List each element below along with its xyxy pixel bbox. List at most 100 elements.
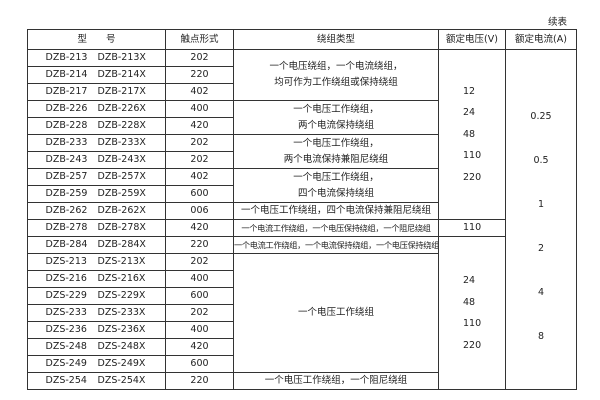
contact-cell: 202 <box>165 304 234 322</box>
header-contact: 触点形式 <box>165 29 234 50</box>
winding-type-cell: 一个电压绕组，一个电流绕组， 均可作为工作绕组或保持绕组 <box>233 49 439 101</box>
model-cell: DZB-213 DZB-213X <box>27 49 166 67</box>
model-name-x: DZS-213X <box>97 256 146 267</box>
model-cell: DZB-278 DZB-278X <box>27 219 166 237</box>
voltage-value: 12 <box>463 85 476 97</box>
model-name-x: DZB-284X <box>97 239 146 250</box>
winding-type-cell: 一个电流工作绕组，一个电流保持绕组，一个电压保持绕组 <box>233 236 439 254</box>
model-cell: DZS-213 DZS-213X <box>27 253 166 271</box>
model-name-x: DZB-278X <box>97 222 146 233</box>
winding-type-line: 一个电压工作绕组 <box>297 307 374 318</box>
winding-type-line: 一个电压工作绕组， <box>293 103 379 115</box>
winding-type-line: 一个电流工作绕组，一个电流保持绕组，一个电压保持绕组 <box>234 240 439 250</box>
model-cell: DZS-249 DZS-249X <box>27 355 166 373</box>
model-name: DZB-217 <box>45 86 88 97</box>
voltage-value: 48 <box>463 296 476 308</box>
model-name-x: DZS-249X <box>97 358 146 369</box>
current-value: 2 <box>537 243 545 254</box>
header-model: 型 号 <box>27 29 166 50</box>
winding-type-line: 均可作为工作绕组或保持绕组 <box>274 77 398 88</box>
table-row: DZS-216 DZS-216X 400 <box>27 270 577 288</box>
winding-type-line: 一个电压工作绕组， <box>293 137 379 149</box>
current-cell: 0.25 0.5 1 2 4 8 <box>505 49 577 390</box>
contact-cell: 006 <box>165 202 234 220</box>
contact-cell: 400 <box>165 100 234 118</box>
winding-type-line: 一个电流工作绕组，一个电压保持绕组，一个阻尼绕组 <box>241 223 431 233</box>
contact-cell: 202 <box>165 134 234 152</box>
model-cell: DZS-233 DZS-233X <box>27 304 166 322</box>
voltage-value: 220 <box>463 339 482 351</box>
model-name: DZB-233 <box>45 137 88 148</box>
model-name: DZB-228 <box>45 120 88 131</box>
contact-cell: 202 <box>165 49 234 67</box>
voltage-value: 220 <box>463 171 482 183</box>
table-row: DZS-213 DZS-213X 202 一个电压工作绕组 <box>27 253 577 373</box>
table-row: DZS-236 DZS-236X 400 <box>27 321 577 339</box>
model-name-x: DZB-233X <box>97 137 146 148</box>
model-cell: DZS-254 DZS-254X <box>27 372 166 390</box>
model-name: DZB-213 <box>45 52 88 63</box>
voltage-value: 48 <box>463 128 476 140</box>
winding-type-cell: 一个电压工作绕组， 四个电流保持绕组 <box>233 168 439 203</box>
model-cell: DZB-226 DZB-226X <box>27 100 166 118</box>
winding-type-cell: 一个电压工作绕组，四个电流保持兼阻尼绕组 <box>233 202 439 220</box>
model-name: DZS-233 <box>45 307 87 318</box>
table-row: DZB-257 DZB-257X 402 一个电压工作绕组， 四个电流保持绕组 <box>27 168 577 203</box>
model-name-x: DZB-217X <box>97 86 146 97</box>
model-name-x: DZB-214X <box>97 69 146 80</box>
table-row: DZB-217 DZB-217X 402 <box>27 83 577 101</box>
model-name-x: DZS-233X <box>97 307 146 318</box>
model-name-x: DZS-254X <box>97 375 146 386</box>
contact-cell: 600 <box>165 185 234 203</box>
model-cell: DZB-233 DZB-233X <box>27 134 166 152</box>
contact-cell: 400 <box>165 321 234 339</box>
model-name: DZB-214 <box>45 69 88 80</box>
model-name-x: DZB-228X <box>97 120 146 131</box>
model-name: DZB-259 <box>45 188 88 199</box>
voltage-value: 24 <box>463 107 476 119</box>
voltage-value: 110 <box>463 150 482 162</box>
model-cell: DZB-214 DZB-214X <box>27 66 166 84</box>
current-value: 4 <box>537 287 545 298</box>
contact-cell: 400 <box>165 270 234 288</box>
model-name-x: DZB-257X <box>97 171 146 182</box>
model-cell: DZB-217 DZB-217X <box>27 83 166 101</box>
header-voltage: 额定电压(V) <box>438 29 506 50</box>
model-name: DZS-213 <box>45 256 87 267</box>
relay-spec-table: 型 号 触点形式 绕组类型 额定电压(V) 额定电流(A) DZB-213 DZB… <box>27 29 577 390</box>
model-name: DZS-229 <box>45 290 87 301</box>
current-value: 0.5 <box>533 155 549 166</box>
model-cell: DZB-284 DZB-284X <box>27 236 166 254</box>
model-name-x: DZS-236X <box>97 324 146 335</box>
model-name-x: DZB-243X <box>97 154 146 165</box>
contact-cell: 220 <box>165 66 234 84</box>
contact-cell: 420 <box>165 117 234 135</box>
table-row: DZB-214 DZB-214X 220 <box>27 66 577 84</box>
model-name-x: DZB-259X <box>97 188 146 199</box>
voltage-cell: 24 48 110 220 <box>438 236 506 390</box>
contact-cell: 600 <box>165 355 234 373</box>
winding-type-line: 两个电流保持绕组 <box>297 119 374 131</box>
model-name-x: DZB-213X <box>97 52 146 63</box>
model-name: DZS-236 <box>45 324 87 335</box>
model-name: DZB-284 <box>45 239 88 250</box>
table-row: DZS-254 DZS-254X 220 一个电压工作绕组，一个阻尼绕组 <box>27 372 577 390</box>
model-name: DZS-254 <box>45 375 87 386</box>
contact-cell: 202 <box>165 253 234 271</box>
contact-cell: 420 <box>165 338 234 356</box>
current-value: 1 <box>537 199 545 210</box>
model-name: DZB-257 <box>45 171 88 182</box>
voltage-cell: 12 24 48 110 220 <box>438 49 506 220</box>
model-cell: DZB-243 DZB-243X <box>27 151 166 169</box>
contact-cell: 402 <box>165 168 234 186</box>
voltage-value: 110 <box>463 222 482 233</box>
model-name-x: DZB-262X <box>97 205 146 216</box>
voltage-value: 110 <box>463 318 482 329</box>
winding-type-cell: 一个电压工作绕组， 两个电流保持兼阻尼绕组 <box>233 134 439 169</box>
current-value: 8 <box>537 331 545 342</box>
model-cell: DZB-262 DZB-262X <box>27 202 166 220</box>
model-name-x: DZS-216X <box>97 273 146 284</box>
voltage-value: 24 <box>463 275 476 286</box>
model-name: DZB-226 <box>45 103 88 114</box>
model-cell: DZB-228 DZB-228X <box>27 117 166 135</box>
